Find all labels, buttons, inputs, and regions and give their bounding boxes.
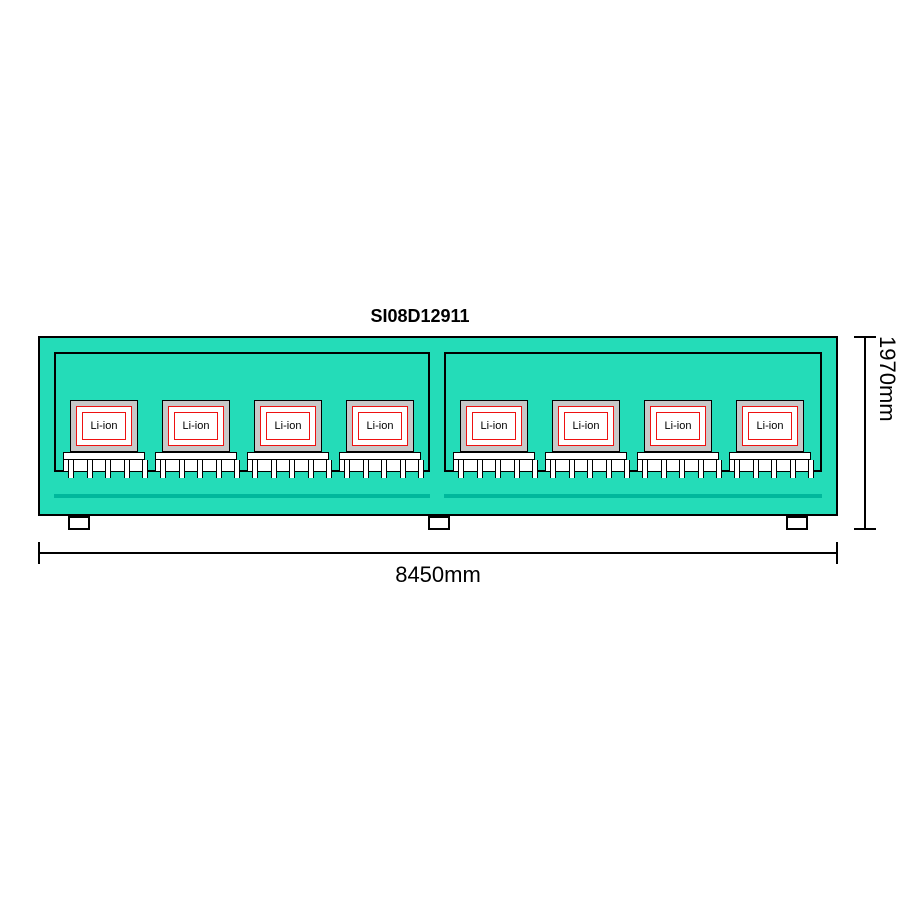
- pallet: [63, 452, 145, 472]
- pallet: [545, 452, 627, 472]
- battery-label: Li-ion: [481, 420, 508, 432]
- battery-crate: Li-ion: [736, 400, 804, 452]
- battery-crate: Li-ion: [552, 400, 620, 452]
- battery-label: Li-ion: [757, 420, 784, 432]
- battery-crate: Li-ion: [346, 400, 414, 452]
- dim-width-label: 8450mm: [38, 562, 838, 588]
- dim-height-line: [864, 336, 866, 530]
- accent-line-right: [444, 494, 822, 498]
- technical-diagram: SI08D12911 Li-ion Li-ion Li-ion Li-ion Li-io…: [0, 0, 920, 920]
- battery-crate: Li-ion: [644, 400, 712, 452]
- product-title: SI08D12911: [0, 306, 840, 327]
- pallet: [453, 452, 535, 472]
- battery-label: Li-ion: [367, 420, 394, 432]
- battery-crate: Li-ion: [162, 400, 230, 452]
- dim-height-tick-bottom: [854, 528, 876, 530]
- battery-label: Li-ion: [275, 420, 302, 432]
- battery-label: Li-ion: [183, 420, 210, 432]
- battery-label: Li-ion: [91, 420, 118, 432]
- container-foot: [68, 516, 90, 530]
- pallet: [729, 452, 811, 472]
- pallet: [247, 452, 329, 472]
- battery-crate: Li-ion: [70, 400, 138, 452]
- pallet: [155, 452, 237, 472]
- dim-width-line: [38, 552, 838, 554]
- dim-height-label: 1970mm: [874, 336, 900, 530]
- battery-label: Li-ion: [573, 420, 600, 432]
- battery-label: Li-ion: [665, 420, 692, 432]
- dim-width-tick-right: [836, 542, 838, 564]
- battery-crate: Li-ion: [460, 400, 528, 452]
- container-foot: [428, 516, 450, 530]
- container-foot: [786, 516, 808, 530]
- pallet: [339, 452, 421, 472]
- battery-crate: Li-ion: [254, 400, 322, 452]
- pallet: [637, 452, 719, 472]
- accent-line-left: [54, 494, 430, 498]
